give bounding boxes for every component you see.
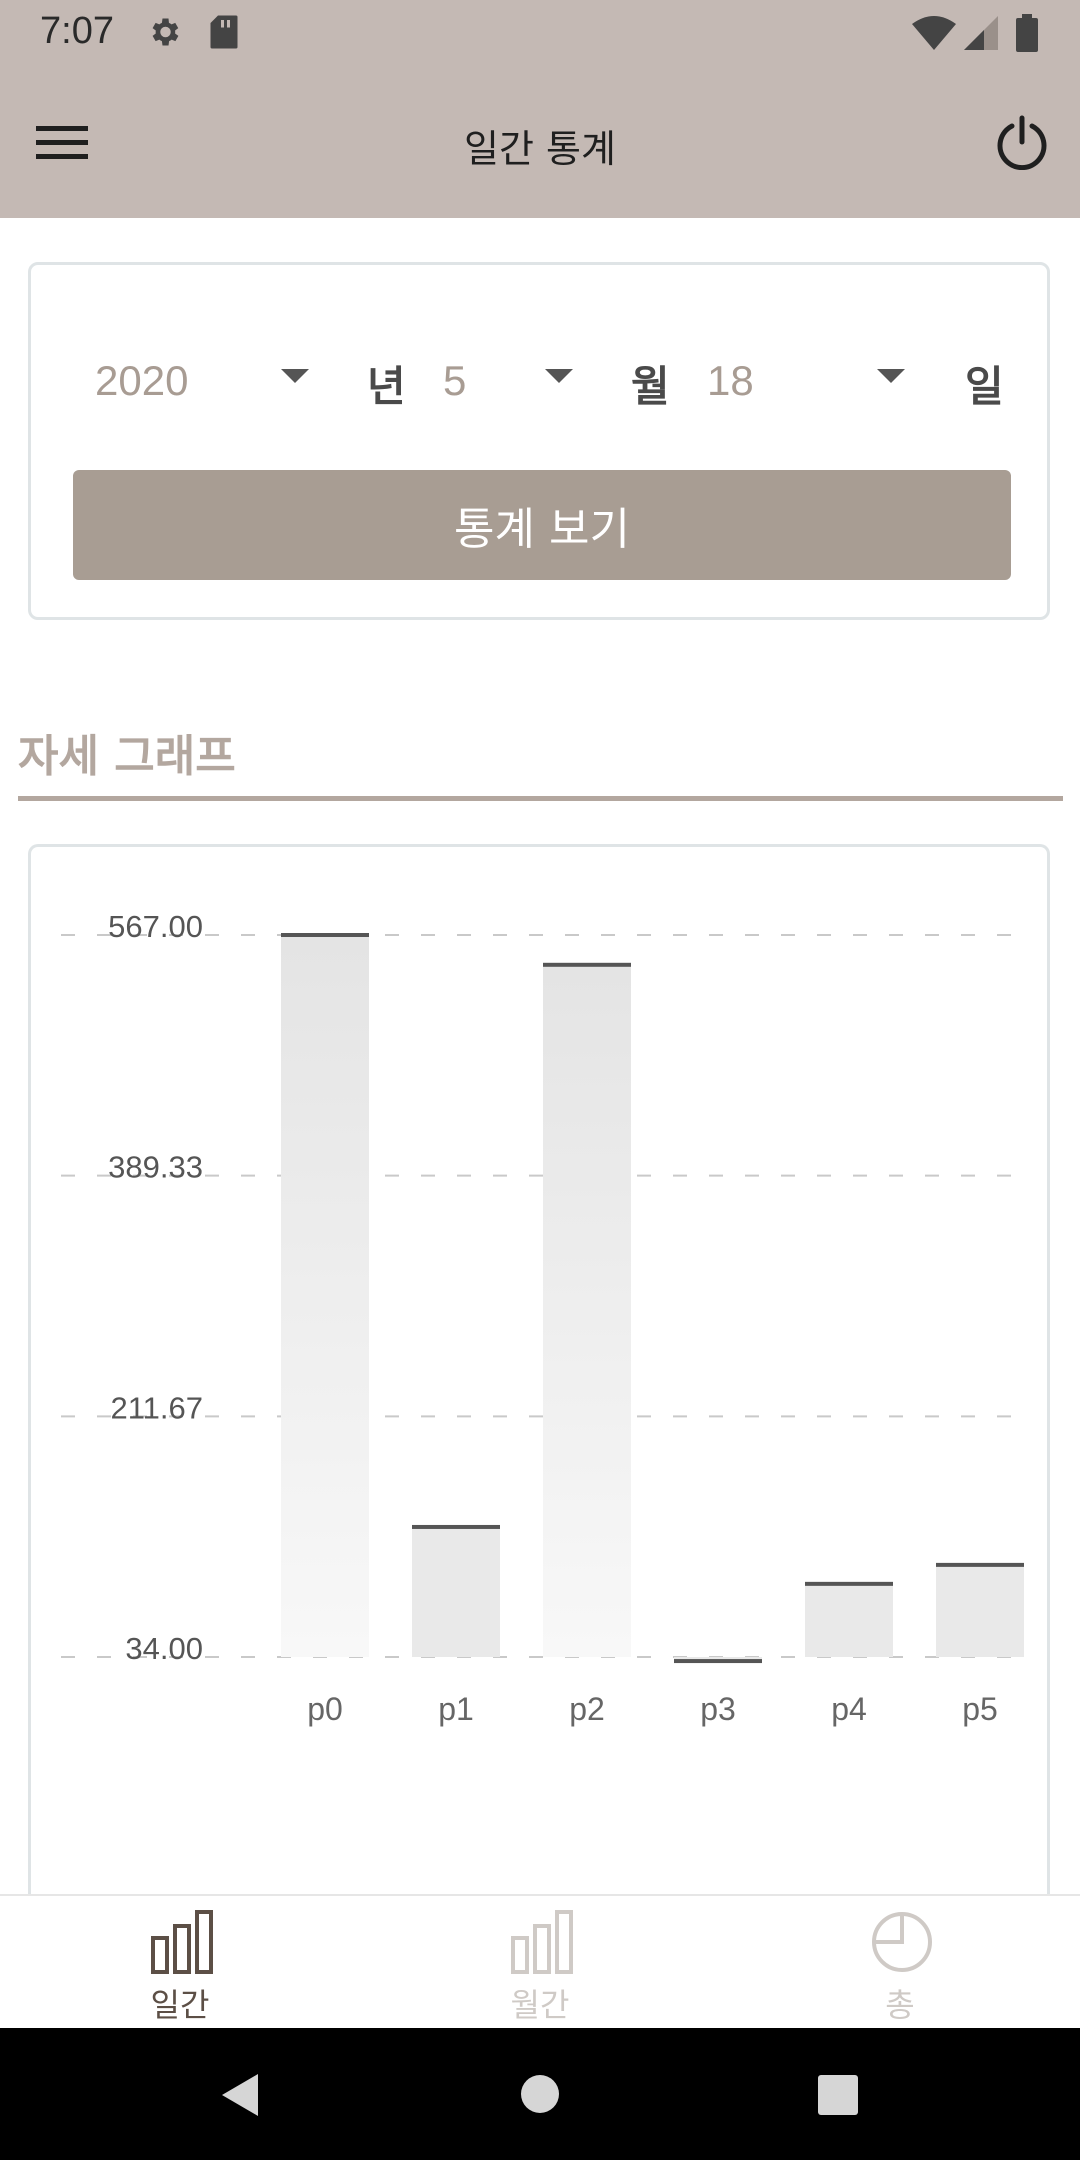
page-title: 일간 통계 [464, 127, 616, 171]
sd-card-icon [208, 14, 240, 54]
posture-bar-chart: 567.00 389.33 211.67 34.00 p0 p1 p2 p3 p4 p5 [61, 909, 1031, 1727]
status-time: 7:07 [40, 10, 114, 52]
x-tick-label: p4 [831, 1691, 867, 1727]
chart-card: 567.00 389.33 211.67 34.00 p0 p1 p2 p3 p4 p5 [28, 844, 1050, 1904]
nav-label-monthly: 월간 [510, 1986, 570, 2024]
bar-cap [805, 1581, 893, 1586]
year-dropdown-caret-icon[interactable] [281, 369, 309, 383]
bottom-navigation: 일간 월간 총 [0, 1894, 1080, 2030]
day-dropdown[interactable]: 18 [707, 357, 754, 404]
recents-icon[interactable] [818, 2075, 858, 2115]
section-title: 자세 그래프 [18, 731, 236, 782]
bar-cap [412, 1524, 500, 1529]
bar-cap [674, 1659, 762, 1664]
bar [412, 1526, 500, 1657]
system-navigation-bar [0, 2028, 1080, 2160]
year-dropdown[interactable]: 2020 [95, 357, 189, 404]
y-tick-label: 567.00 [108, 909, 203, 944]
bar [281, 935, 369, 1657]
status-bar: 7:07 [0, 0, 1080, 66]
y-tick-label: 389.33 [108, 1150, 203, 1185]
hamburger-menu-icon[interactable] [36, 122, 88, 162]
battery-icon [1016, 14, 1038, 56]
x-tick-label: p0 [307, 1691, 343, 1727]
x-tick-label: p5 [962, 1691, 998, 1727]
month-unit-label: 월 [631, 362, 670, 411]
nav-label-total: 총 [885, 1986, 915, 2024]
nav-label-daily: 일간 [150, 1986, 210, 2024]
y-tick-label: 211.67 [110, 1390, 203, 1425]
nav-tab-total[interactable]: 총 [720, 1896, 1080, 2030]
bar-chart-icon [511, 1910, 573, 1974]
back-icon[interactable] [218, 2072, 262, 2118]
x-tick-label: p1 [438, 1691, 474, 1727]
day-unit-label: 일 [965, 362, 1004, 411]
nav-tab-monthly[interactable]: 월간 [360, 1896, 720, 2030]
x-tick-label: p3 [700, 1691, 736, 1727]
bar-cap [936, 1562, 1024, 1567]
view-stats-button[interactable]: 통계 보기 [73, 470, 1011, 580]
month-dropdown[interactable]: 5 [443, 357, 467, 404]
settings-icon [146, 14, 182, 54]
date-selector-card: 2020 년 5 월 18 일 통계 보기 [28, 262, 1050, 620]
section-divider [18, 796, 1063, 801]
bar [543, 964, 631, 1657]
nav-tab-daily[interactable]: 일간 [0, 1896, 360, 2030]
bar-cap [281, 933, 369, 937]
home-icon[interactable] [520, 2074, 560, 2114]
pie-chart-icon [872, 1912, 932, 1972]
wifi-icon [912, 16, 956, 54]
year-unit-label: 년 [367, 362, 406, 411]
power-icon[interactable] [994, 114, 1050, 171]
bar-cap [543, 962, 631, 967]
bar-chart-icon [151, 1910, 213, 1974]
app-bar: 일간 통계 [0, 66, 1080, 218]
signal-icon [964, 16, 998, 54]
x-tick-label: p2 [569, 1691, 605, 1727]
bar [936, 1564, 1024, 1657]
y-tick-label: 34.00 [125, 1631, 203, 1666]
month-dropdown-caret-icon[interactable] [545, 369, 573, 383]
bar [805, 1583, 893, 1657]
day-dropdown-caret-icon[interactable] [877, 369, 905, 383]
bar [674, 1657, 762, 1662]
